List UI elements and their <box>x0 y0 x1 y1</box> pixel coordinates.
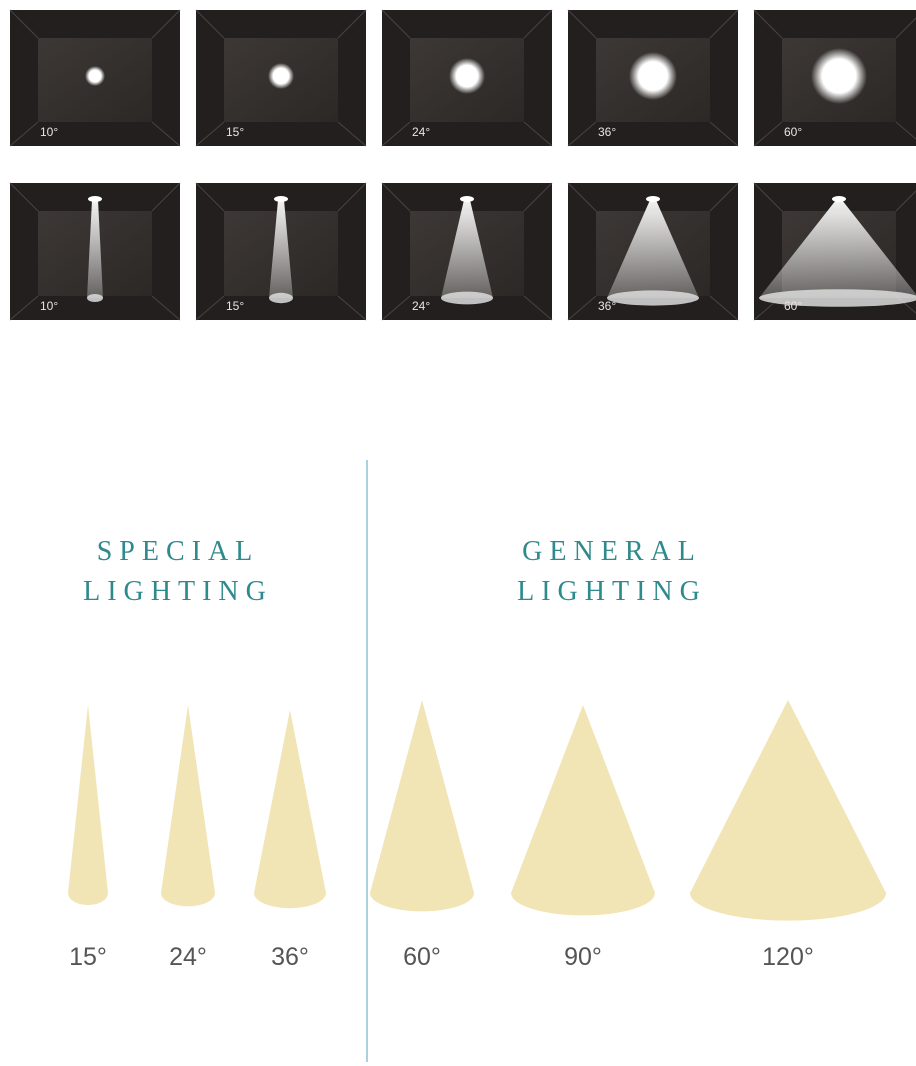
panel-label: 60° <box>784 125 802 139</box>
room-panel: 10° <box>10 183 180 320</box>
light-spot <box>629 52 677 100</box>
fixture <box>274 196 288 202</box>
room-panel: 10° <box>10 10 180 146</box>
room-panel: 60° <box>754 183 916 320</box>
light-cone <box>370 700 474 911</box>
floor-spot <box>759 289 916 307</box>
cone-label: 15° <box>69 943 107 971</box>
fixture <box>460 196 474 202</box>
light-cone <box>254 710 326 908</box>
room-panel: 36° <box>568 183 738 320</box>
floor-spot <box>441 292 493 305</box>
fixture <box>832 196 846 202</box>
section-title: GENERAL <box>522 536 702 567</box>
section-title: SPECIAL <box>97 536 260 567</box>
floor-spot <box>87 294 103 302</box>
section-title: LIGHTING <box>517 576 707 607</box>
section-title: LIGHTING <box>83 576 273 607</box>
floor-spot <box>269 293 293 303</box>
beam-angle-illustration: 10° 10° 15° 15° 24° 24° 36° 36° 60° 60° SPECIAL LIG… <box>0 0 916 1066</box>
panel-label: 10° <box>40 125 58 139</box>
page: 10° 10° 15° 15° 24° 24° 36° 36° 60° 60° SPECIAL LIG… <box>0 0 916 1066</box>
room-panel: 36° <box>568 10 738 146</box>
room-panel: 24° <box>382 183 552 320</box>
floor-spot <box>607 290 699 305</box>
room-panel: 15° <box>196 10 366 146</box>
panel-label: 15° <box>226 125 244 139</box>
light-spot <box>85 66 105 86</box>
panel-label: 24° <box>412 125 430 139</box>
panel-label: 10° <box>40 299 58 313</box>
cone-label: 60° <box>403 943 441 971</box>
light-cone <box>161 705 215 906</box>
light-cone <box>68 705 108 905</box>
fixture <box>88 196 102 202</box>
room-panel: 15° <box>196 183 366 320</box>
fixture <box>646 196 660 202</box>
cone-label: 36° <box>271 943 309 971</box>
light-spot <box>449 58 485 94</box>
cone-label: 120° <box>762 943 814 971</box>
panel-label: 24° <box>412 299 430 313</box>
panel-label: 36° <box>598 299 616 313</box>
panel-label: 15° <box>226 299 244 313</box>
light-spot <box>268 63 294 89</box>
cone-label: 24° <box>169 943 207 971</box>
panel-label: 36° <box>598 125 616 139</box>
room-panel: 24° <box>382 10 552 146</box>
light-cone <box>690 700 886 921</box>
room-panel: 60° <box>754 10 916 146</box>
light-spot <box>811 48 867 104</box>
panel-label: 60° <box>784 299 802 313</box>
light-cone <box>511 705 655 915</box>
cone-label: 90° <box>564 943 602 971</box>
